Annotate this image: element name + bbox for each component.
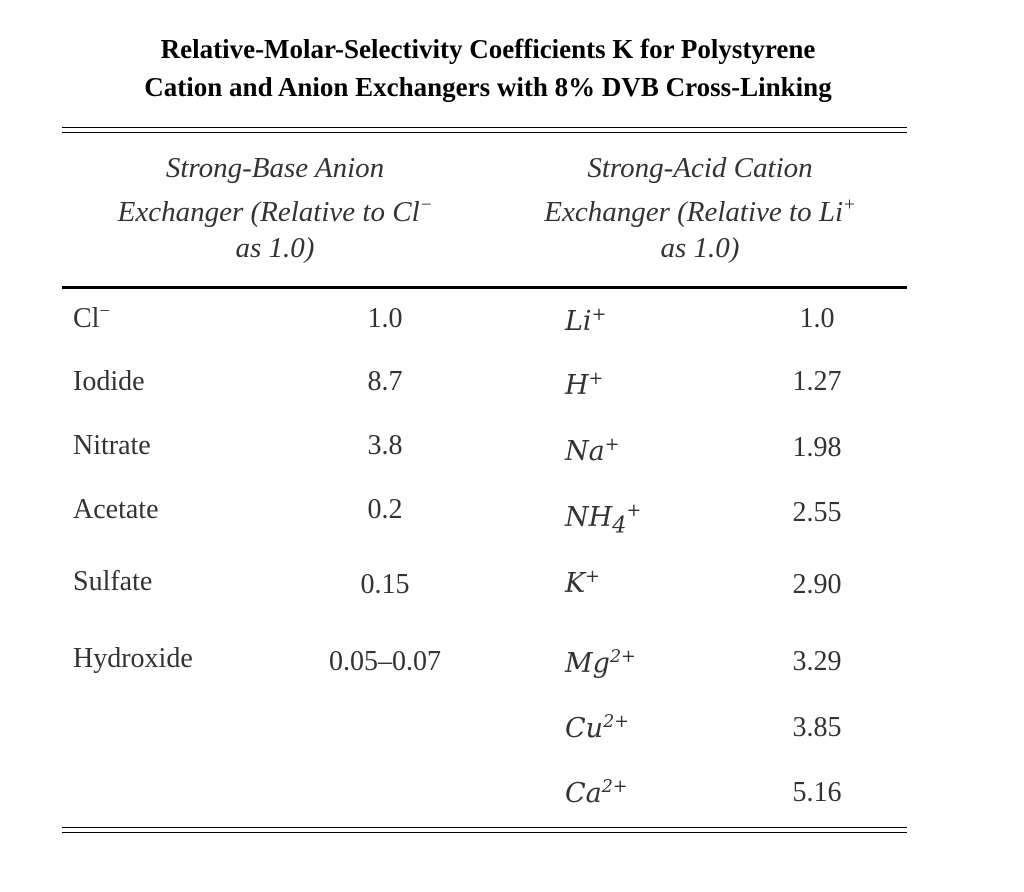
bottom-double-rule-upper (62, 827, 907, 828)
cation-value: 2.90 (792, 569, 842, 600)
anion-header-line-2: Exchanger (Relative to Cl− (117, 194, 433, 228)
anion-value: 1.0 (367, 303, 403, 334)
table-title: Relative-Molar-Selectivity Coefficients … (0, 30, 976, 106)
cation-value: 5.16 (792, 777, 842, 808)
cation-value: 3.29 (792, 646, 842, 677)
table-title-line-1: Relative-Molar-Selectivity Coefficients … (160, 34, 816, 64)
anion-value: 0.05–0.07 (329, 646, 441, 677)
cation-header-line-2: Exchanger (Relative to Li+ (544, 194, 856, 228)
cation-value: 1.27 (792, 366, 842, 397)
cation-name: Mg2+ (565, 647, 636, 679)
anion-name: Cl− (73, 300, 110, 334)
cation-value: 2.55 (792, 497, 842, 528)
cation-name: Cu2+ (565, 712, 629, 744)
cation-name: NH4+ (565, 501, 642, 539)
cation-header-line-3: as 1.0) (660, 232, 740, 264)
cation-name: Na+ (565, 435, 620, 467)
anion-name: Sulfate (73, 566, 153, 597)
bottom-double-rule-lower (62, 832, 907, 833)
cation-name: Ca2+ (565, 777, 628, 809)
anion-name: Iodide (73, 366, 145, 397)
cation-header-line-1: Strong-Acid Cation (587, 152, 813, 184)
header-rule (62, 286, 907, 289)
top-double-rule-lower (62, 132, 907, 133)
cation-name: K+ (565, 567, 600, 599)
anion-header-line-1: Strong-Base Anion (165, 152, 385, 184)
table-title-line-2: Cation and Anion Exchangers with 8% DVB … (144, 72, 832, 102)
cation-value: 1.0 (799, 303, 835, 334)
anion-value: 8.7 (367, 366, 403, 397)
anion-name: Acetate (73, 494, 159, 525)
cation-value: 3.85 (792, 712, 842, 743)
cation-name: H+ (565, 369, 604, 401)
anion-header-line-3: as 1.0) (235, 232, 315, 264)
cation-column-header: Strong-Acid Cation Exchanger (Relative t… (495, 146, 905, 270)
anion-column-header: Strong-Base Anion Exchanger (Relative to… (70, 146, 480, 270)
anion-value: 0.15 (360, 569, 410, 600)
anion-name: Nitrate (73, 430, 151, 461)
cation-name: Li+ (565, 305, 607, 337)
anion-name: Hydroxide (73, 643, 193, 674)
top-double-rule-upper (62, 127, 907, 128)
cation-value: 1.98 (792, 432, 842, 463)
anion-value: 3.8 (367, 430, 403, 461)
anion-value: 0.2 (367, 494, 403, 525)
